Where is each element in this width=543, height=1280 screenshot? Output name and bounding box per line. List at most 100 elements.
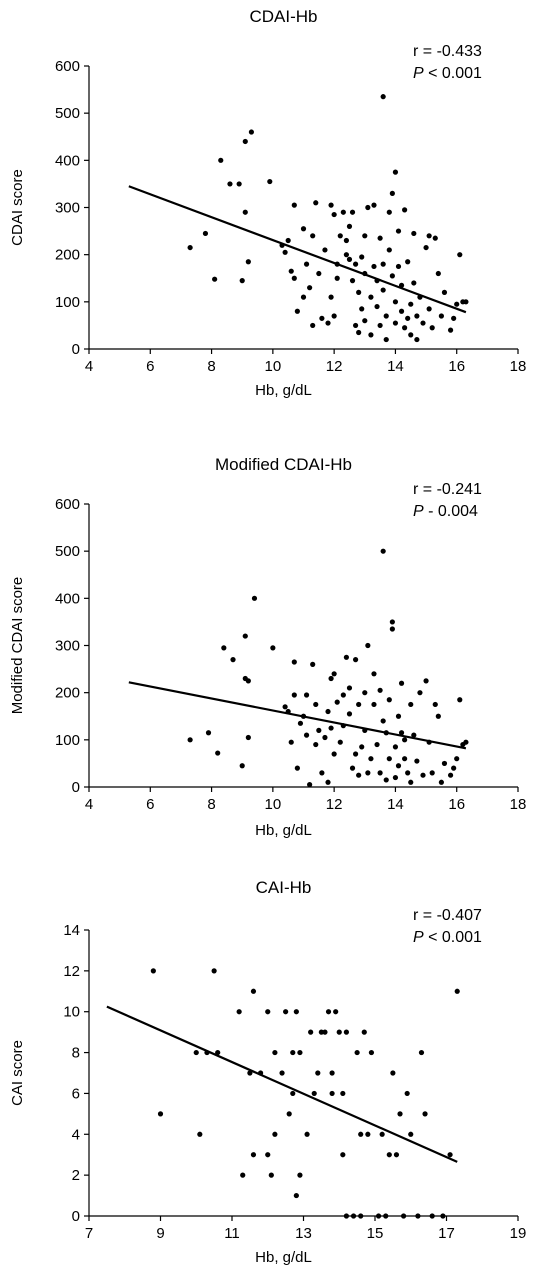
- data-point: [356, 289, 362, 295]
- data-point: [404, 1090, 410, 1097]
- data-point: [346, 256, 353, 262]
- data-point: [380, 94, 386, 100]
- data-point: [386, 697, 392, 703]
- data-point: [239, 763, 245, 769]
- data-point: [251, 595, 258, 601]
- x-tick-label: 12: [326, 358, 343, 375]
- data-point: [380, 718, 386, 724]
- data-point: [311, 1090, 317, 1097]
- x-tick-label: 11: [224, 1225, 240, 1242]
- data-point: [310, 322, 316, 329]
- data-point: [454, 756, 460, 762]
- data-point: [457, 697, 463, 703]
- data-point: [337, 233, 343, 239]
- data-point: [368, 1049, 375, 1056]
- data-point: [300, 226, 307, 232]
- data-point: [365, 770, 371, 776]
- data-point: [380, 261, 386, 267]
- data-point: [346, 711, 353, 717]
- y-tick-label: 2: [72, 1167, 80, 1184]
- x-tick-label: 13: [295, 1225, 312, 1242]
- x-tick-label: 15: [367, 1225, 384, 1242]
- data-point: [392, 299, 399, 305]
- y-tick-label: 600: [55, 58, 80, 75]
- p-value-text: - 0.004: [424, 503, 478, 520]
- data-point: [402, 325, 408, 331]
- p-value: P < 0.001: [413, 929, 482, 946]
- data-point: [354, 1049, 360, 1056]
- x-tick-label: 10: [265, 796, 282, 813]
- data-point: [268, 1172, 274, 1178]
- data-point: [343, 1029, 349, 1035]
- data-point: [328, 725, 334, 731]
- data-point: [408, 779, 414, 785]
- data-point: [386, 756, 392, 762]
- data-point: [290, 1090, 296, 1097]
- data-point: [447, 327, 454, 333]
- y-tick-label: 4: [72, 1126, 80, 1143]
- data-point: [389, 273, 395, 279]
- y-tick-label: 6: [72, 1085, 80, 1102]
- data-point: [245, 734, 251, 741]
- data-point: [401, 1213, 407, 1219]
- y-tick-label: 0: [72, 341, 80, 358]
- y-tick-label: 200: [55, 685, 80, 702]
- data-point: [358, 1213, 364, 1219]
- x-axis-label: Hb, g/dL: [255, 822, 312, 839]
- data-point: [423, 244, 429, 251]
- data-point: [383, 777, 389, 783]
- data-point: [420, 772, 426, 778]
- data-point: [319, 770, 325, 776]
- data-point: [322, 1029, 328, 1035]
- data-point: [405, 259, 411, 265]
- data-point: [390, 1070, 396, 1076]
- data-point: [438, 313, 444, 319]
- x-tick-label: 6: [146, 358, 154, 375]
- data-point: [423, 678, 429, 684]
- data-point: [187, 737, 193, 743]
- data-point: [349, 765, 356, 771]
- y-tick-label: 600: [55, 496, 80, 513]
- data-point: [405, 315, 411, 321]
- data-point: [236, 1009, 242, 1015]
- data-point: [245, 678, 251, 684]
- data-point: [325, 708, 331, 715]
- data-point: [248, 129, 255, 135]
- chart-panel-2: Modified CDAI-Hb 0 100 200 300 400 500 600 4 6 8 10…: [9, 455, 526, 839]
- data-point: [290, 1049, 296, 1056]
- data-point: [215, 750, 221, 756]
- data-point: [395, 713, 402, 719]
- data-point: [402, 207, 408, 213]
- data-point: [343, 654, 349, 660]
- data-point: [334, 699, 340, 705]
- data-point: [441, 760, 448, 767]
- data-point: [310, 233, 316, 239]
- data-point: [242, 633, 248, 639]
- correlation-r: r = -0.407: [413, 907, 482, 924]
- chart-title: CDAI-Hb: [249, 7, 317, 26]
- chart-title: Modified CDAI-Hb: [215, 455, 352, 474]
- data-point: [352, 751, 359, 757]
- x-tick-label: 9: [156, 1225, 164, 1242]
- y-tick-label: 500: [55, 543, 80, 560]
- data-point: [393, 1152, 400, 1158]
- data-point: [457, 252, 463, 258]
- data-point: [392, 169, 399, 175]
- p-value-text: < 0.001: [424, 929, 482, 946]
- x-axis-label: Hb, g/dL: [255, 1249, 312, 1266]
- data-point: [227, 181, 233, 187]
- p-value: P < 0.001: [413, 65, 482, 82]
- data-point: [352, 322, 359, 329]
- data-point: [398, 680, 405, 686]
- data-point: [380, 287, 386, 293]
- data-point: [411, 230, 417, 237]
- data-point: [371, 202, 377, 208]
- data-point: [267, 178, 273, 185]
- data-point: [294, 308, 300, 314]
- data-point: [337, 739, 343, 745]
- y-tick-label: 8: [72, 1045, 80, 1062]
- data-point: [356, 329, 362, 336]
- x-tick-label: 7: [85, 1225, 93, 1242]
- data-point: [356, 772, 362, 778]
- y-tick-label: 10: [63, 1004, 80, 1021]
